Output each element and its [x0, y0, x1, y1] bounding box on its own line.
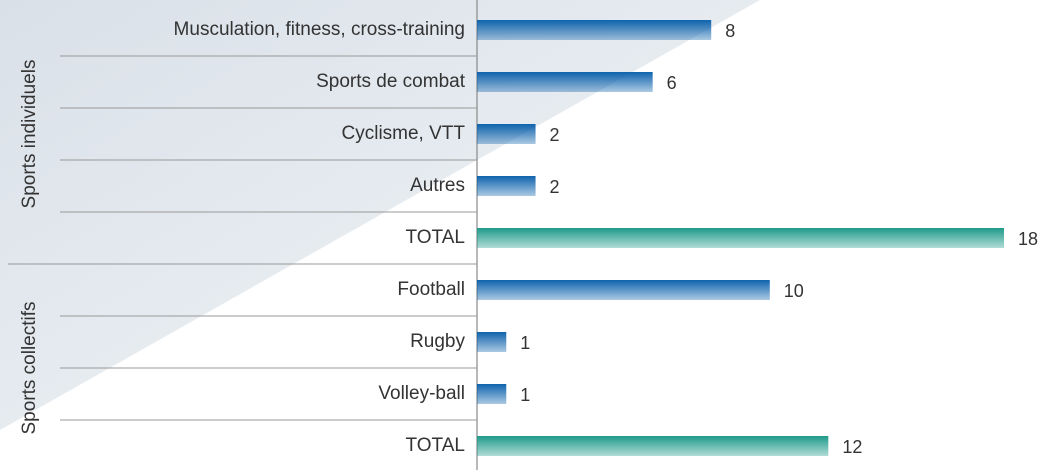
value-label: 12 [842, 437, 862, 457]
group-label: Sports collectifs [19, 301, 40, 434]
background-photo [0, 0, 760, 430]
category-label: TOTAL [406, 435, 465, 456]
value-label: 6 [667, 73, 677, 93]
category-label: Cyclisme, VTT [342, 123, 466, 144]
group-label: Sports individuels [19, 60, 40, 209]
category-label: Volley-ball [378, 383, 465, 404]
bar [477, 228, 1004, 248]
bar [477, 124, 536, 144]
category-label: TOTAL [406, 227, 465, 248]
value-label: 10 [784, 281, 804, 301]
category-label: Sports de combat [316, 71, 466, 92]
bar [477, 72, 653, 92]
value-label: 2 [550, 177, 560, 197]
bar [477, 436, 829, 456]
value-label: 8 [725, 21, 735, 41]
value-label: 2 [550, 125, 560, 145]
value-label: 1 [520, 333, 530, 353]
category-label: Rugby [410, 331, 465, 352]
bar [477, 20, 712, 40]
category-label: Musculation, fitness, cross-training [174, 19, 465, 40]
bar [477, 384, 507, 404]
bar [477, 332, 507, 352]
value-label: 1 [520, 385, 530, 405]
category-label: Autres [410, 175, 465, 196]
bar [477, 176, 536, 196]
value-label: 18 [1018, 229, 1038, 249]
bar [477, 280, 770, 300]
category-label: Football [397, 279, 465, 300]
